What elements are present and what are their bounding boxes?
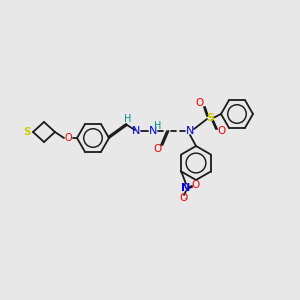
Text: N: N [186, 126, 194, 136]
Text: S: S [23, 127, 31, 137]
Text: H: H [154, 121, 162, 131]
Text: ⁻: ⁻ [184, 196, 188, 205]
Text: O: O [154, 144, 162, 154]
Text: N: N [149, 126, 157, 136]
Text: H: H [124, 114, 132, 124]
Text: O: O [218, 126, 226, 136]
Text: N: N [132, 126, 140, 136]
Text: O: O [179, 193, 187, 203]
Text: O: O [191, 180, 199, 190]
Text: N: N [182, 183, 190, 193]
Text: O: O [64, 133, 72, 143]
Text: O: O [196, 98, 204, 108]
Text: S: S [206, 113, 214, 123]
